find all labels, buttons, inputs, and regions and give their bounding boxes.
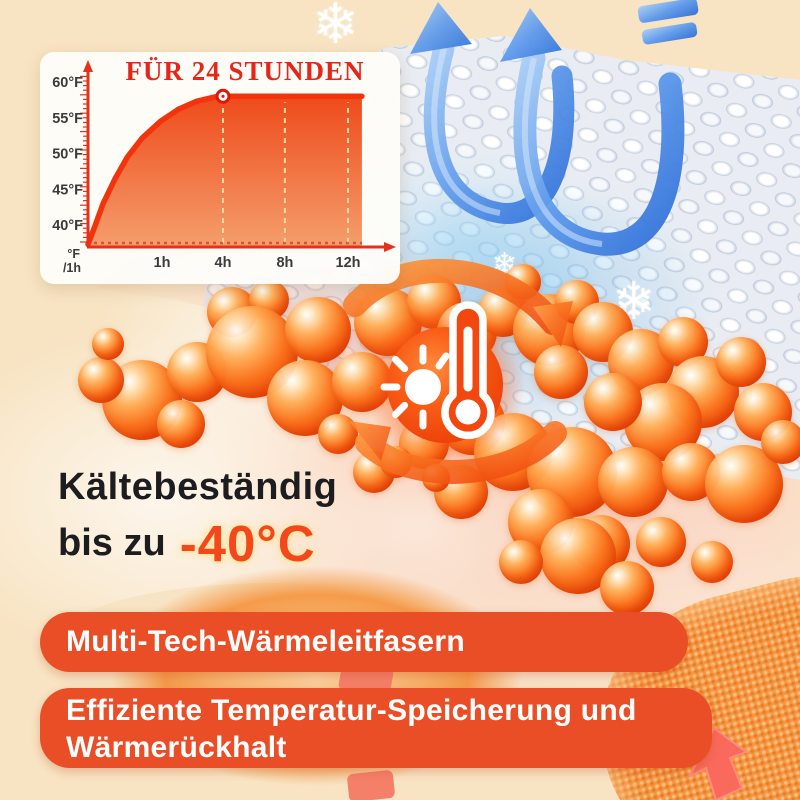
- svg-text:°F: °F: [67, 247, 80, 261]
- product-arrow-fragment: [346, 769, 396, 800]
- chart-title: FÜR 24 STUNDEN: [125, 56, 365, 86]
- headline-line2: bis zu -40°C: [58, 514, 337, 573]
- product-arrow-icon: [687, 726, 749, 800]
- svg-text:45°F: 45°F: [52, 182, 83, 198]
- headline: Kältebeständig bis zu -40°C: [58, 466, 337, 573]
- svg-text:40°F: 40°F: [52, 218, 83, 234]
- heat-bead: [691, 541, 733, 583]
- svg-text:50°F: 50°F: [52, 147, 83, 163]
- feature-banner-label: Effiziente Temperatur-Speicherung und Wä…: [66, 694, 637, 764]
- thermometer-sun-icon: [380, 301, 495, 440]
- heat-bead: [636, 517, 686, 567]
- svg-text:/1h: /1h: [63, 261, 81, 275]
- chart-plot: 40°F 45°F 50°F 55°F 60°F 1h 4h 8h 12h °F/1h: [52, 60, 396, 275]
- headline-prefix: bis zu: [58, 522, 166, 564]
- heat-bead: [318, 414, 358, 454]
- svg-text:12h: 12h: [336, 255, 361, 271]
- svg-text:8h: 8h: [276, 255, 293, 271]
- heat-bead: [761, 420, 800, 464]
- heat-bead: [534, 345, 588, 399]
- svg-text:55°F: 55°F: [52, 111, 83, 127]
- heat-bead: [600, 561, 654, 615]
- temperature-value: -40°C: [179, 515, 316, 572]
- heat-bead: [584, 373, 642, 431]
- feature-banner-fibers: Multi-Tech-Wärmeleitfasern: [40, 612, 688, 672]
- heat-bead: [716, 337, 766, 387]
- heat-bead: [499, 540, 543, 584]
- heat-bead: [598, 447, 668, 517]
- feature-banner-storage: Effiziente Temperatur-Speicherung und Wä…: [40, 688, 712, 768]
- svg-text:60°F: 60°F: [52, 75, 83, 91]
- heat-bead: [157, 400, 205, 448]
- cold-air-arrows-icon: [410, 0, 699, 256]
- circulation-arrow-top: [343, 258, 573, 347]
- heat-bead: [92, 328, 124, 360]
- svg-text:4h: 4h: [215, 255, 232, 271]
- heat-bead: [285, 297, 351, 363]
- cold-arrow-right: [500, 0, 699, 256]
- temperature-chart-card: FÜR 24 STUNDEN 40°F 45°F 50°F 55°F 60°F 1h 4h 8…: [40, 52, 400, 284]
- snowflake-icon: ❄: [312, 0, 359, 55]
- cold-arrow-left: [410, 2, 575, 224]
- headline-line1: Kältebeständig: [58, 466, 338, 508]
- heat-bead: [78, 357, 124, 403]
- heat-circulation-icon: [343, 258, 573, 484]
- svg-text:1h: 1h: [154, 255, 171, 271]
- feature-banner-label: Multi-Tech-Wärmeleitfasern: [66, 625, 465, 658]
